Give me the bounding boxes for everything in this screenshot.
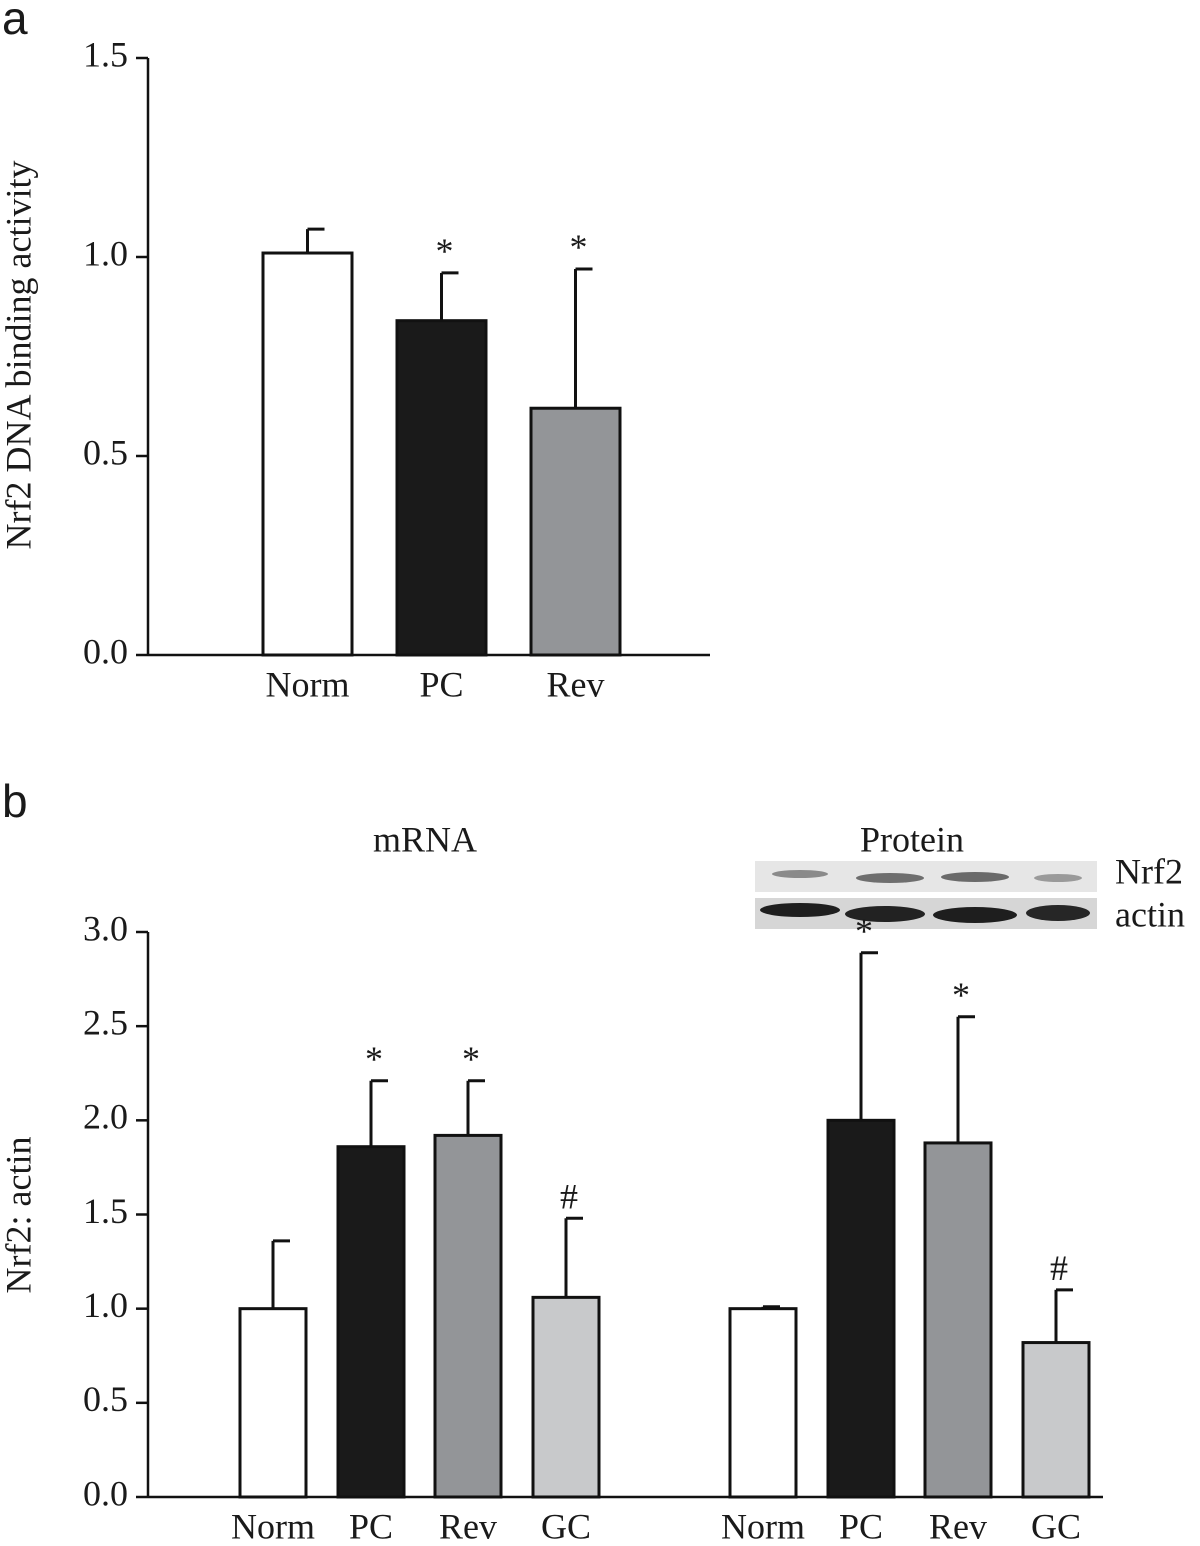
y-tick-label: 0.5 — [83, 432, 128, 472]
y-axis-label: Nrf2: actin — [0, 1137, 38, 1294]
x-tick-label: Norm — [721, 1506, 805, 1546]
y-tick-label: 1.5 — [83, 34, 128, 74]
bar — [826, 1118, 896, 1499]
annotation: * — [855, 911, 873, 951]
x-tick-label: GC — [541, 1506, 591, 1546]
annotation: # — [1050, 1248, 1068, 1288]
bar — [529, 406, 622, 657]
annotation: * — [462, 1039, 480, 1079]
x-tick-label: Rev — [547, 664, 605, 704]
bar — [531, 1295, 601, 1499]
panel-label: a — [2, 0, 28, 44]
y-tick-label: 1.0 — [83, 1285, 128, 1325]
y-tick-label: 2.5 — [83, 1002, 128, 1042]
x-tick-label: GC — [1031, 1506, 1081, 1546]
blot-band — [760, 903, 840, 917]
bar — [336, 1145, 406, 1499]
bar — [1021, 1341, 1091, 1499]
x-tick-label: Rev — [439, 1506, 497, 1546]
annotation: * — [952, 975, 970, 1015]
bar — [395, 319, 488, 657]
x-tick-label: PC — [419, 664, 463, 704]
blot-band — [845, 906, 925, 922]
bar — [433, 1133, 503, 1499]
blot-band — [856, 873, 924, 883]
panel-label: b — [2, 775, 28, 827]
group-title: mRNA — [373, 819, 477, 859]
x-tick-label: Rev — [929, 1506, 987, 1546]
bar — [238, 1307, 308, 1499]
y-tick-label: 3.0 — [83, 908, 128, 948]
annotation: * — [365, 1039, 383, 1079]
bar — [728, 1307, 798, 1499]
annotation: # — [560, 1177, 578, 1217]
bar — [923, 1141, 993, 1499]
y-tick-label: 1.5 — [83, 1191, 128, 1231]
y-tick-label: 0.5 — [83, 1379, 128, 1419]
western-blot — [755, 861, 1097, 929]
y-tick-label: 0.0 — [83, 631, 128, 671]
x-tick-label: Norm — [266, 664, 350, 704]
blot-band — [933, 907, 1017, 923]
x-tick-label: PC — [839, 1506, 883, 1546]
y-tick-label: 1.0 — [83, 233, 128, 273]
annotation: * — [570, 227, 588, 267]
annotation: * — [436, 231, 454, 271]
blot-band — [941, 872, 1009, 882]
x-tick-label: Norm — [231, 1506, 315, 1546]
blot-band — [772, 870, 828, 878]
blot-band — [1026, 905, 1090, 921]
y-axis-label: Nrf2 DNA binding activity — [0, 161, 38, 550]
blot-label: actin — [1115, 894, 1185, 934]
y-tick-label: 0.0 — [83, 1473, 128, 1513]
blot-band — [1034, 874, 1082, 882]
x-tick-label: PC — [349, 1506, 393, 1546]
blot-label: Nrf2 — [1115, 851, 1183, 891]
y-tick-label: 2.0 — [83, 1097, 128, 1137]
group-title: Protein — [860, 819, 964, 859]
bar — [261, 251, 354, 657]
